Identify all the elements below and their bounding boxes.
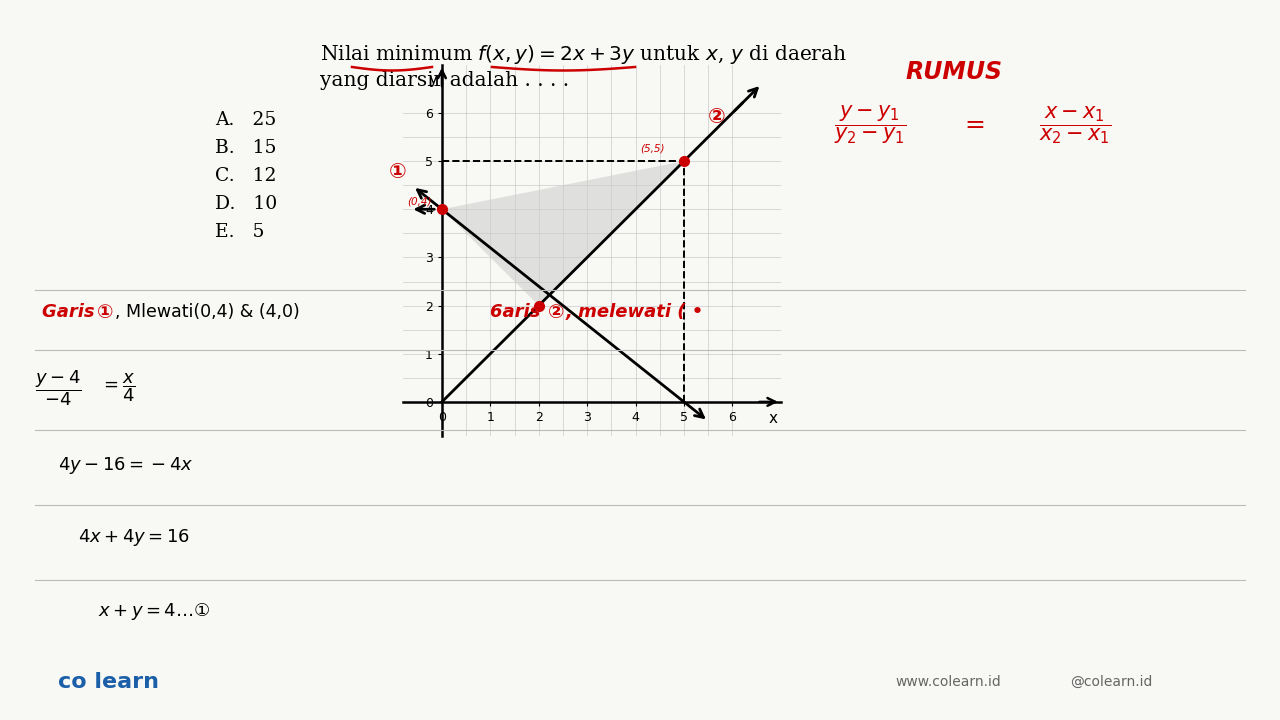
Text: A.   25: A. 25	[215, 111, 276, 129]
Text: @colearn.id: @colearn.id	[1070, 675, 1152, 689]
Text: $\dfrac{x - x_1}{x_2 - x_1}$: $\dfrac{x - x_1}{x_2 - x_1}$	[1038, 104, 1111, 146]
Text: , melewati ( •: , melewati ( •	[566, 303, 704, 321]
Text: Garis: Garis	[42, 303, 101, 321]
Text: yang diarsir adalah . . . .: yang diarsir adalah . . . .	[320, 71, 570, 89]
Text: $\dfrac{y - y_1}{y_2 - y_1}$: $\dfrac{y - y_1}{y_2 - y_1}$	[833, 104, 906, 146]
Text: y: y	[429, 72, 438, 86]
Polygon shape	[442, 161, 684, 305]
Text: (5,5): (5,5)	[640, 143, 664, 153]
Text: ②: ②	[548, 302, 564, 322]
Text: ①: ①	[97, 302, 114, 322]
Text: C.   12: C. 12	[215, 167, 276, 185]
Text: $x + y = 4\ldots$①: $x + y = 4\ldots$①	[99, 601, 210, 623]
Text: (0,4): (0,4)	[407, 197, 431, 207]
Text: $4x + 4y = 16$: $4x + 4y = 16$	[78, 528, 191, 549]
Text: x: x	[769, 411, 778, 426]
Text: 6aris: 6aris	[490, 303, 547, 321]
Text: D.   10: D. 10	[215, 195, 278, 213]
Text: RUMUS: RUMUS	[905, 60, 1002, 84]
Text: , Mlewati(0,4) & (4,0): , Mlewati(0,4) & (4,0)	[115, 303, 300, 321]
Text: =: =	[965, 113, 986, 137]
Text: $\dfrac{y-4}{-4}$: $\dfrac{y-4}{-4}$	[35, 368, 82, 408]
Text: B.   15: B. 15	[215, 139, 276, 157]
Text: Nilai minimum $f(x,y) = 2x + 3y$ untuk $x$, $y$ di daerah: Nilai minimum $f(x,y) = 2x + 3y$ untuk $…	[320, 43, 847, 66]
Text: ②: ②	[708, 107, 726, 127]
Text: E.   5: E. 5	[215, 223, 265, 241]
Text: ①: ①	[389, 162, 406, 182]
Text: co learn: co learn	[58, 672, 159, 692]
Text: www.colearn.id: www.colearn.id	[895, 675, 1001, 689]
Text: $4y - 16 = -4x$: $4y - 16 = -4x$	[58, 454, 193, 475]
Text: $= \dfrac{x}{4}$: $= \dfrac{x}{4}$	[100, 372, 136, 405]
